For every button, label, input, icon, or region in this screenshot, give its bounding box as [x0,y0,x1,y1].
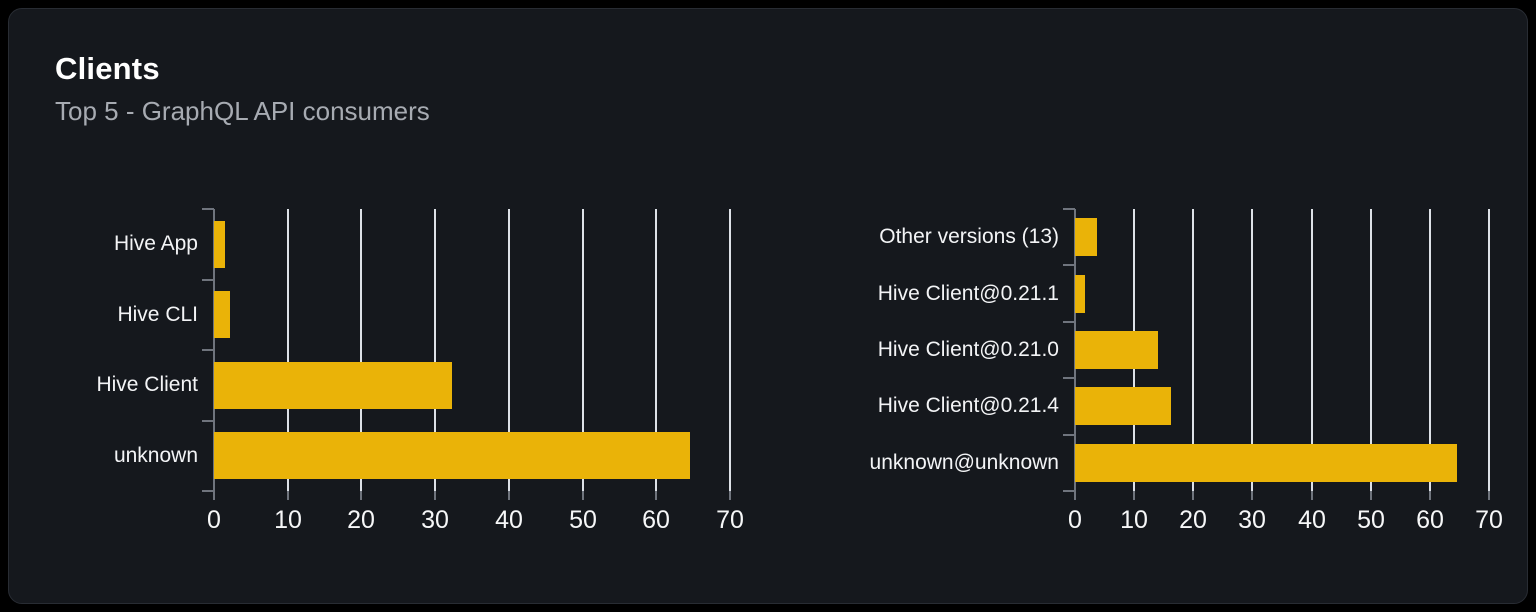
category-label: Hive CLI [117,303,198,326]
y-axis-tick [202,420,214,422]
category-label: unknown@unknown [869,451,1059,474]
y-axis-tick [1063,490,1075,492]
y-axis-tick [202,349,214,351]
x-tick-label: 0 [207,506,221,534]
x-axis-tick [729,491,731,500]
bar-other-versions-13-[interactable] [1075,218,1097,256]
x-axis-tick [1429,491,1431,500]
category-label: unknown [113,444,198,467]
x-tick-label: 40 [495,506,523,534]
y-axis-tick [1063,264,1075,266]
x-tick-label: 50 [569,506,597,534]
x-tick-label: 60 [642,506,670,534]
category-label: Hive Client [96,373,198,396]
x-axis-tick [582,491,584,500]
plot-area: 0 10 20 30 40 50 60 70 [1063,208,1503,534]
grid-line [1192,209,1194,491]
x-axis-tick [1133,491,1135,500]
plot-area: 0 10 20 30 40 50 60 70 [202,208,744,534]
x-tick-label: 10 [1120,506,1148,534]
bar-hive-client-0.21.4[interactable] [1075,387,1171,425]
x-axis-tick [1251,491,1253,500]
category-label: Hive Client@0.21.0 [877,338,1059,361]
card-header: Clients Top 5 - GraphQL API consumers [55,51,430,126]
grid-line [655,209,657,491]
x-axis-tick [213,491,215,500]
category-label: Hive App [113,232,198,255]
category-label: Other versions (13) [879,225,1059,248]
y-axis-tick [1063,377,1075,379]
y-axis-tick [1063,321,1075,323]
bar-hive-client[interactable] [214,362,452,409]
grid-line [287,209,289,491]
bar-hive-app[interactable] [214,221,225,268]
bar-unknown[interactable] [214,432,690,479]
x-tick-label: 10 [274,506,302,534]
x-axis-tick [1370,491,1372,500]
x-tick-label: 70 [1475,506,1503,534]
x-tick-label: 70 [716,506,744,534]
bar-hive-client-0.21.0[interactable] [1075,331,1158,369]
x-tick-label: 30 [421,506,449,534]
x-tick-label: 40 [1298,506,1326,534]
bar-hive-client-0.21.1[interactable] [1075,275,1085,313]
grid-line [1429,209,1431,491]
x-axis-tick [1074,491,1076,500]
y-axis-line [213,209,215,491]
y-axis-tick [202,279,214,281]
bar-hive-cli[interactable] [214,291,230,338]
x-tick-label: 60 [1416,506,1444,534]
grid-line [434,209,436,491]
x-tick-label: 0 [1068,506,1082,534]
grid-line [1488,209,1490,491]
x-tick-label: 50 [1357,506,1385,534]
x-axis-tick [360,491,362,500]
page-subtitle: Top 5 - GraphQL API consumers [55,96,430,126]
x-axis-tick [434,491,436,500]
grid-line [360,209,362,491]
x-axis-tick [508,491,510,500]
grid-line [1251,209,1253,491]
x-tick-label: 20 [1179,506,1207,534]
x-tick-label: 20 [347,506,375,534]
y-axis-tick [1063,208,1075,210]
category-label: Hive Client@0.21.4 [877,394,1059,417]
x-tick-label: 30 [1238,506,1266,534]
grid-line [729,209,731,491]
bar-unknown-unknown[interactable] [1075,444,1457,482]
x-axis-tick [287,491,289,500]
x-axis-tick [1192,491,1194,500]
client-versions-bar-chart: 0 10 20 30 40 50 60 70 Other versions (13) Hive C… [815,208,1503,551]
category-label: Hive Client@0.21.1 [877,282,1059,305]
grid-line [1311,209,1313,491]
clients-card: Clients Top 5 - GraphQL API consumers 0 1… [8,8,1528,604]
grid-line [1370,209,1372,491]
page-title: Clients [55,51,160,86]
clients-bar-chart: 0 10 20 30 40 50 60 70 Hive App Hive CLI Hive Clie… [0,208,744,551]
y-axis-tick [1063,434,1075,436]
x-axis-tick [1311,491,1313,500]
y-axis-tick [202,490,214,492]
x-axis-tick [655,491,657,500]
x-axis-tick [1488,491,1490,500]
y-axis-tick [202,208,214,210]
grid-line [508,209,510,491]
grid-line [582,209,584,491]
